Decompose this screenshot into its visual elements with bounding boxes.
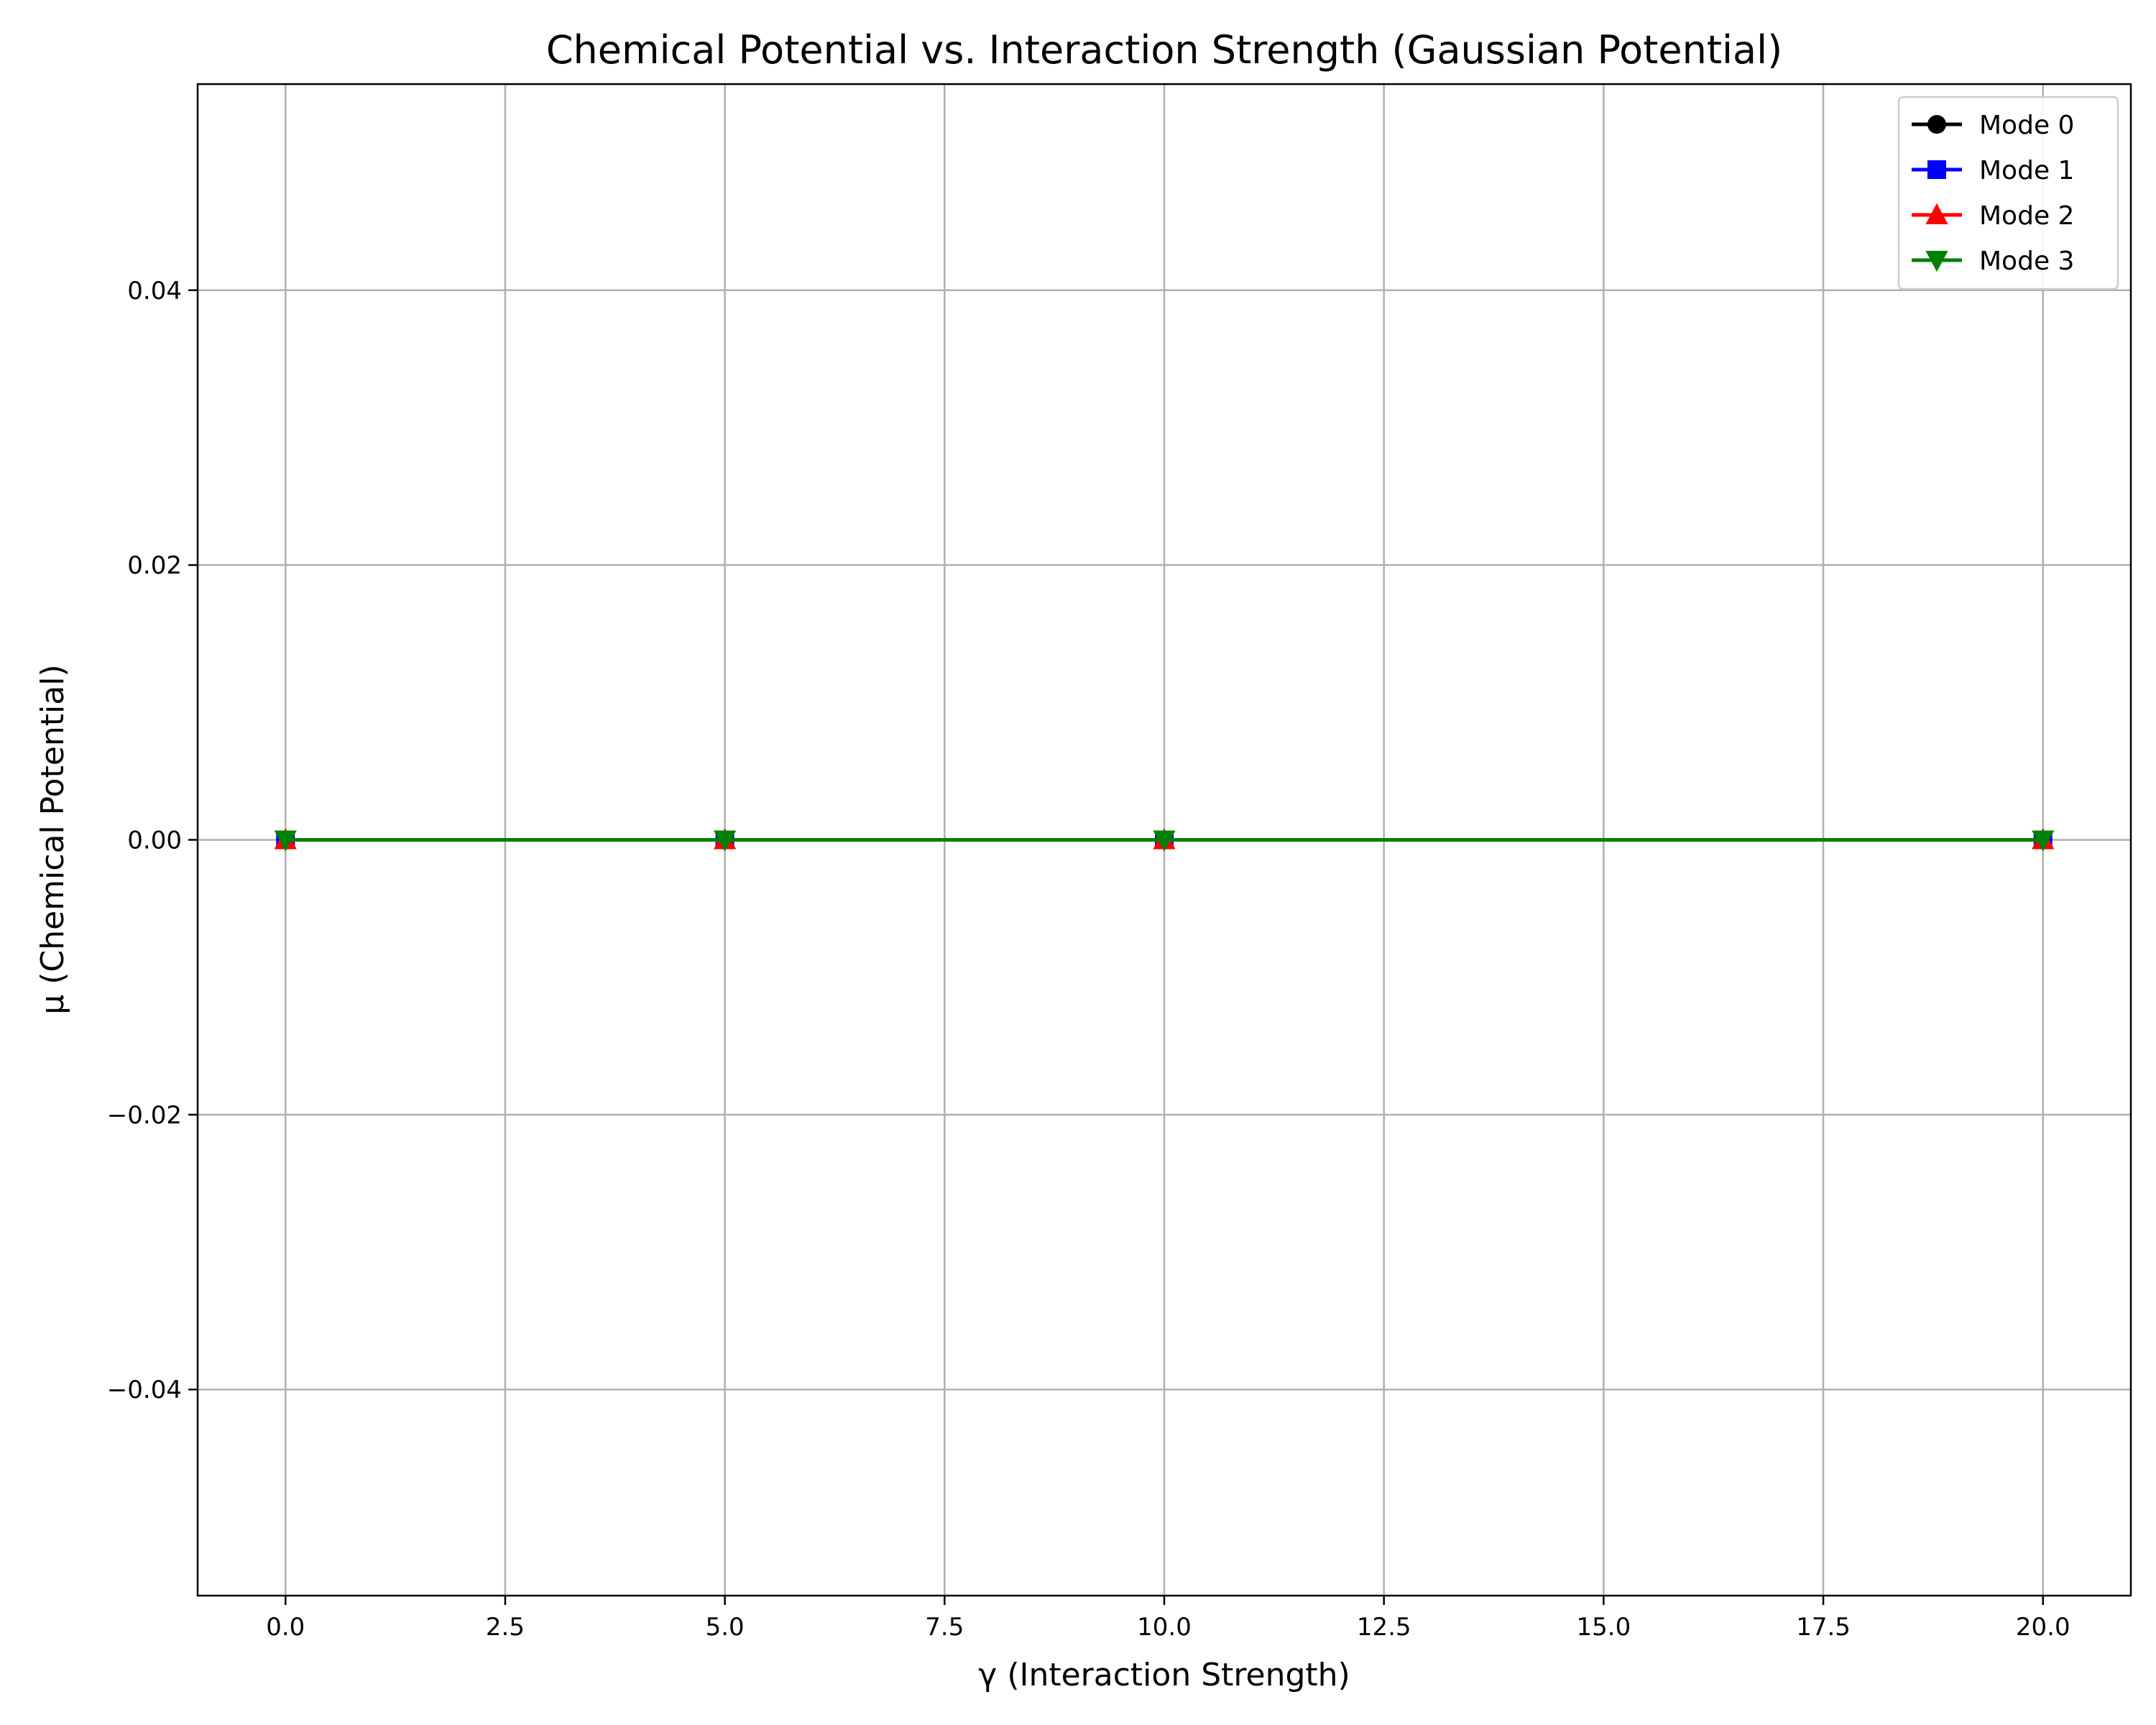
legend-entry: Mode 3 — [1912, 247, 2074, 276]
x-tick-label: 10.0 — [1137, 1613, 1192, 1642]
y-tick-label: 0.02 — [127, 551, 182, 580]
series-mode-3 — [274, 830, 2055, 852]
legend-marker — [1927, 115, 1946, 134]
x-tick-label: 7.5 — [925, 1613, 964, 1642]
x-tick-label: 17.5 — [1796, 1613, 1851, 1642]
y-axis: −0.04 −0.02 0.00 0.02 0.04 — [107, 277, 198, 1404]
x-tick-label: 2.5 — [486, 1613, 525, 1642]
x-tick-label: 20.0 — [2016, 1613, 2070, 1642]
x-axis: 0.0 2.5 5.0 7.5 10.0 12.5 15.0 17.5 20.0 — [266, 1596, 2070, 1642]
legend-label: Mode 2 — [1979, 201, 2074, 231]
legend-entry: Mode 0 — [1912, 111, 2074, 140]
y-axis-label: μ (Chemical Potential) — [34, 664, 71, 1014]
legend: Mode 0 Mode 1 Mode 2 Mode 3 — [1897, 96, 2119, 290]
legend-marker — [1925, 251, 1948, 272]
x-tick-label: 0.0 — [266, 1613, 305, 1642]
legend-label: Mode 3 — [1979, 247, 2074, 276]
x-tick-label: 5.0 — [706, 1613, 745, 1642]
legend-marker — [1927, 160, 1946, 179]
x-tick-label: 15.0 — [1577, 1613, 1631, 1642]
legend-entry: Mode 2 — [1912, 201, 2074, 231]
legend-box — [1897, 96, 2119, 290]
x-axis-label: γ (Interaction Strength) — [978, 1657, 1350, 1693]
legend-marker — [1925, 203, 1948, 224]
series-layer — [274, 828, 2055, 852]
legend-entry: Mode 1 — [1912, 156, 2074, 185]
y-tick-label: 0.04 — [127, 277, 182, 305]
y-tick-label: −0.04 — [107, 1376, 182, 1404]
y-tick-label: 0.00 — [127, 827, 182, 855]
legend-label: Mode 1 — [1979, 156, 2074, 185]
x-tick-label: 12.5 — [1357, 1613, 1411, 1642]
data-point — [1153, 830, 1176, 852]
chart-title: Chemical Potential vs. Interaction Stren… — [546, 27, 1782, 73]
data-point — [714, 830, 737, 852]
data-point — [274, 830, 297, 852]
y-tick-label: −0.02 — [107, 1101, 182, 1130]
data-point — [2032, 830, 2055, 852]
legend-label: Mode 0 — [1979, 111, 2074, 140]
